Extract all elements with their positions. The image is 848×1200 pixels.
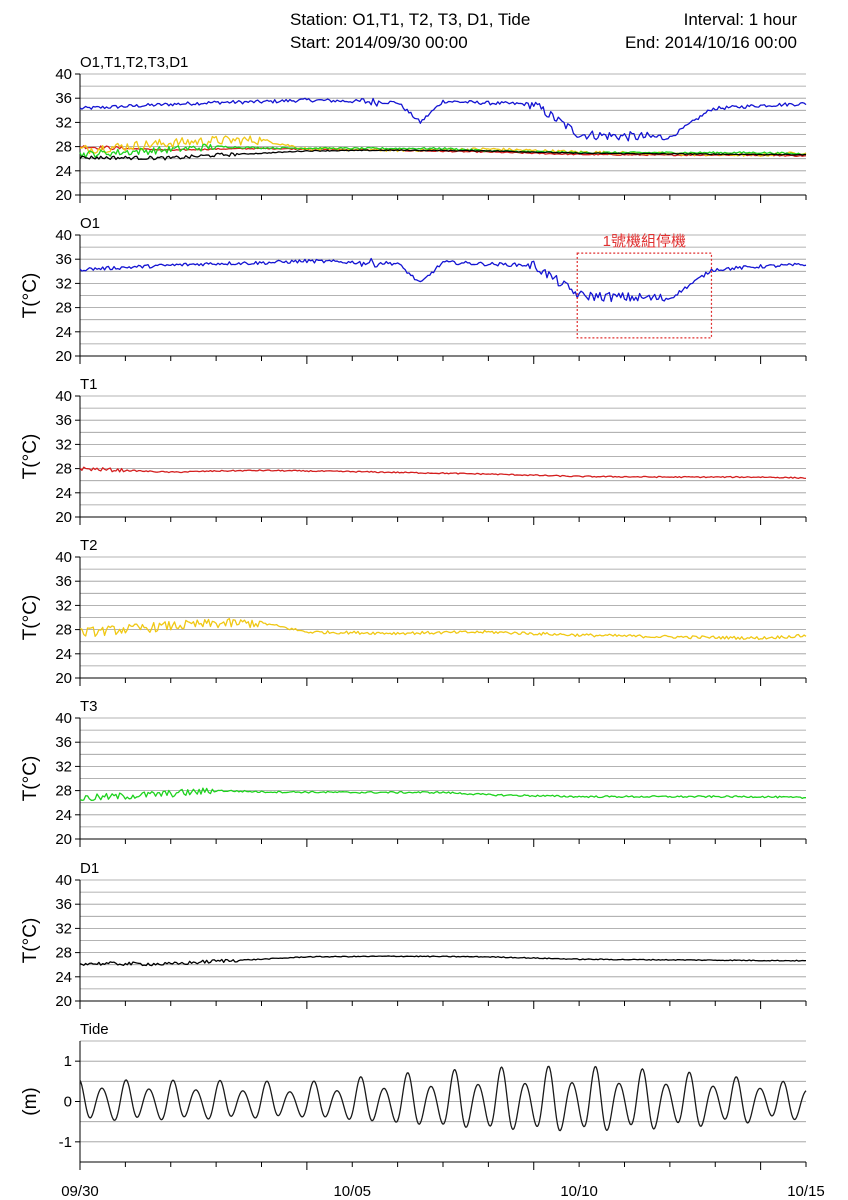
station-label: Station: O1,T1, T2, T3, D1, Tide — [290, 10, 531, 29]
y-axis-label: T(°C) — [20, 918, 41, 964]
x-tick-label: 10/15 — [787, 1183, 825, 1200]
y-tick-label: 36 — [55, 90, 72, 107]
y-axis-label: T(°C) — [20, 434, 41, 480]
y-tick-label: 24 — [55, 163, 72, 180]
panel-title: T3 — [80, 698, 98, 715]
y-tick-label: 24 — [55, 485, 72, 502]
y-tick-label: 1 — [64, 1053, 72, 1070]
y-tick-label: 36 — [55, 412, 72, 429]
series-line-o1 — [79, 257, 807, 303]
y-axis-label: T(°C) — [20, 756, 41, 802]
y-tick-label: 40 — [55, 549, 72, 566]
y-tick-label: 40 — [55, 388, 72, 405]
y-tick-label: 28 — [55, 783, 72, 800]
y-tick-label: -1 — [59, 1134, 72, 1151]
panel-title: Tide — [80, 1021, 109, 1038]
panel-title: O1,T1,T2,T3,D1 — [80, 54, 188, 71]
y-tick-label: 32 — [55, 758, 72, 775]
series-line-o1 — [79, 97, 807, 142]
x-tick-label: 09/30 — [61, 1183, 99, 1200]
y-tick-label: 32 — [55, 114, 72, 131]
panel-title: T1 — [80, 376, 98, 393]
y-tick-label: 36 — [55, 251, 72, 268]
y-tick-label: 40 — [55, 710, 72, 727]
y-tick-label: 20 — [55, 670, 72, 687]
series-line-t1 — [79, 466, 807, 480]
y-tick-label: 40 — [55, 227, 72, 244]
x-tick-label: 10/05 — [333, 1183, 371, 1200]
y-tick-label: 20 — [55, 993, 72, 1010]
y-tick-label: 24 — [55, 969, 72, 986]
y-axis-label: (m) — [20, 1087, 41, 1115]
x-tick-label: 10/10 — [560, 1183, 598, 1200]
y-tick-label: 28 — [55, 622, 72, 639]
annotation-box — [576, 252, 713, 339]
y-tick-label: 32 — [55, 920, 72, 937]
y-tick-label: 24 — [55, 807, 72, 824]
y-tick-label: 32 — [55, 436, 72, 453]
y-tick-label: 32 — [55, 275, 72, 292]
y-tick-label: 36 — [55, 896, 72, 913]
y-tick-label: 40 — [55, 66, 72, 83]
y-tick-label: 24 — [55, 646, 72, 663]
y-tick-label: 28 — [55, 300, 72, 317]
series-line-tide — [79, 1065, 807, 1132]
series-line-t3 — [79, 143, 807, 159]
y-axis-label: T(°C) — [20, 595, 41, 641]
y-tick-label: 20 — [55, 187, 72, 204]
y-tick-label: 24 — [55, 324, 72, 341]
y-tick-label: 36 — [55, 734, 72, 751]
y-axis-label: T(°C) — [20, 273, 41, 319]
y-tick-label: 0 — [64, 1094, 72, 1111]
y-tick-label: 28 — [55, 945, 72, 962]
series-line-d1 — [79, 955, 807, 967]
y-tick-label: 36 — [55, 573, 72, 590]
y-tick-label: 28 — [55, 461, 72, 478]
panel-title: O1 — [80, 215, 100, 232]
y-tick-label: 40 — [55, 872, 72, 889]
start-label: Start: 2014/09/30 00:00 — [290, 33, 468, 52]
interval-label: Interval: 1 hour — [683, 10, 797, 29]
panel-title: T2 — [80, 537, 98, 554]
y-tick-label: 20 — [55, 831, 72, 848]
end-label: End: 2014/10/16 00:00 — [624, 33, 797, 52]
y-tick-label: 32 — [55, 597, 72, 614]
y-tick-label: 20 — [55, 509, 72, 526]
series-line-d1 — [79, 149, 807, 161]
annotation-label: 1號機組停機 — [603, 233, 686, 250]
series-line-t2 — [79, 617, 807, 641]
series-line-t3 — [79, 787, 807, 802]
y-tick-label: 20 — [55, 348, 72, 365]
panel-title: D1 — [80, 860, 99, 877]
y-tick-label: 28 — [55, 139, 72, 156]
